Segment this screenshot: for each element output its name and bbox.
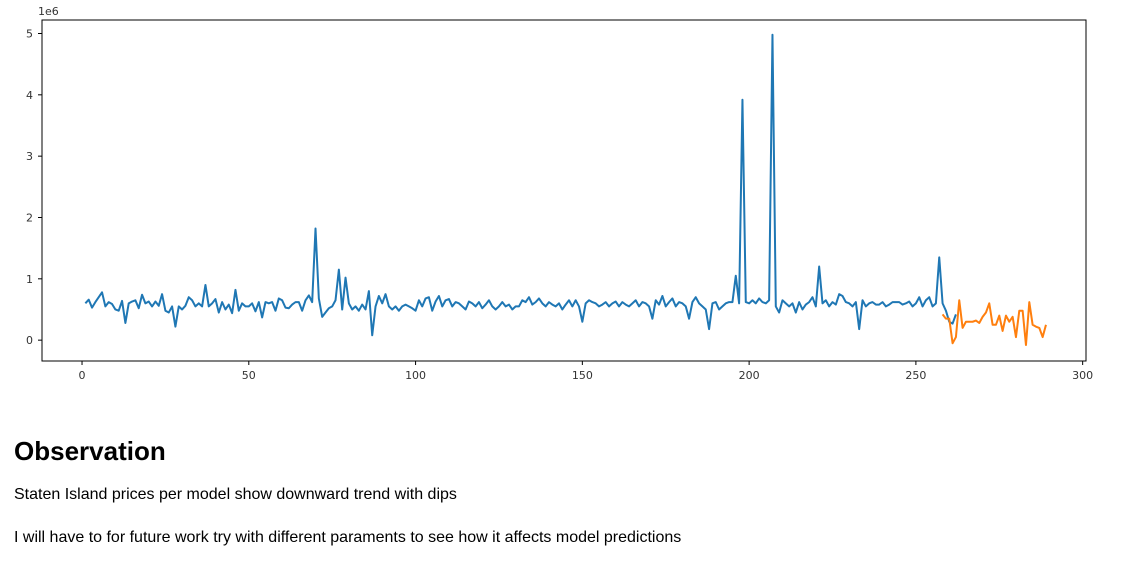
x-tick-label: 50 [242, 369, 256, 382]
y-offset-label: 1e6 [38, 5, 59, 18]
chart-svg: 0 50 100 150 200 250 300 0 1 2 3 4 5 1e6 [26, 5, 1093, 382]
x-tick-label: 0 [79, 369, 86, 382]
observation-paragraph-2: I will have to for future work try with … [14, 529, 682, 546]
y-tick-label: 1 [26, 273, 33, 286]
series-line-2 [941, 299, 1047, 347]
y-tick-label: 3 [26, 150, 33, 163]
x-tick-label: 300 [1072, 369, 1093, 382]
series-layer [84, 33, 1047, 347]
plot-frame [41, 19, 1087, 362]
y-tick-label: 5 [26, 27, 33, 40]
y-tick-label: 4 [26, 89, 33, 102]
y-tick-label: 2 [26, 211, 33, 224]
y-tick-label: 0 [26, 334, 33, 347]
line-chart: 0 50 100 150 200 250 300 0 1 2 3 4 5 1e6 [26, 5, 1093, 382]
x-tick-label: 150 [572, 369, 593, 382]
x-tick-label: 250 [905, 369, 926, 382]
observation-paragraph-1: Staten Island prices per model show down… [14, 486, 457, 503]
series-line-1 [84, 33, 957, 337]
x-tick-label: 200 [739, 369, 760, 382]
axes-layer: 0 50 100 150 200 250 300 0 1 2 3 4 5 [26, 19, 1093, 382]
section-heading: Observation [14, 436, 166, 466]
x-tick-label: 100 [405, 369, 426, 382]
